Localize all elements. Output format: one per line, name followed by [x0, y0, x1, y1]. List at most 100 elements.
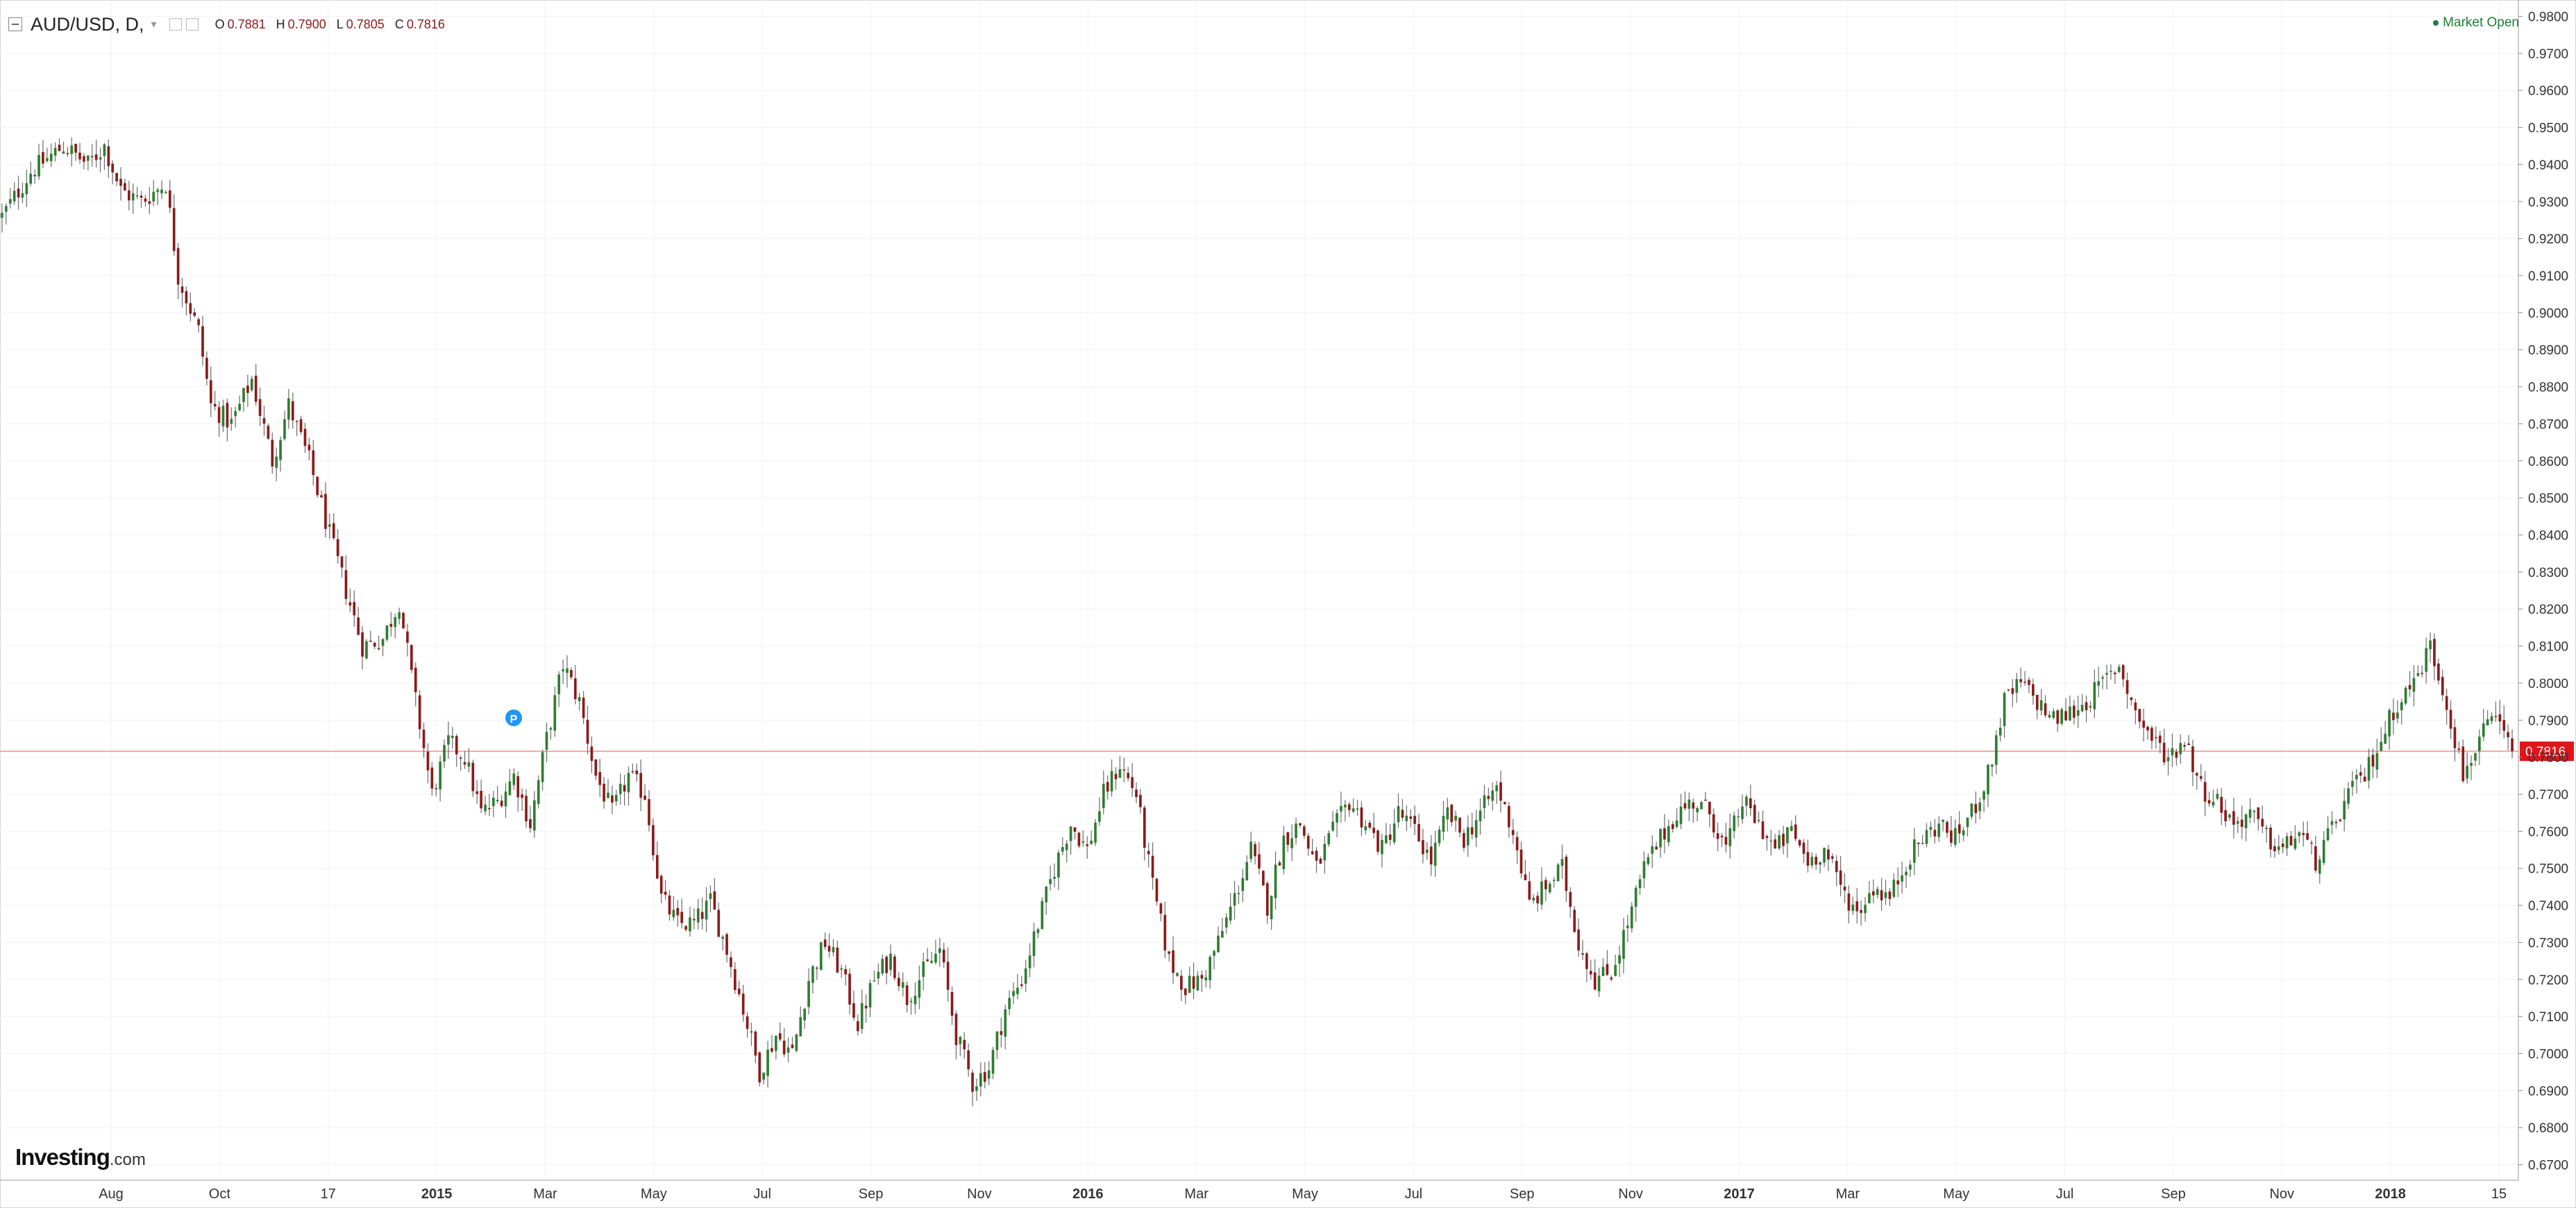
candle-body[interactable] [877, 971, 880, 979]
candle-body[interactable] [299, 419, 303, 433]
candle-body[interactable] [2416, 673, 2420, 676]
candle-body[interactable] [2007, 689, 2010, 691]
candle-body[interactable] [975, 1086, 978, 1091]
candle-body[interactable] [1556, 864, 1560, 882]
candle-body[interactable] [2117, 666, 2121, 672]
candle-body[interactable] [2166, 757, 2170, 762]
candle-body[interactable] [2400, 702, 2403, 711]
candle-body[interactable] [2461, 746, 2465, 782]
candle-body[interactable] [205, 358, 208, 379]
candle-body[interactable] [107, 146, 110, 167]
candle-body[interactable] [705, 900, 708, 920]
candle-body[interactable] [1942, 820, 1944, 822]
candle-body[interactable] [529, 819, 532, 828]
candle-body[interactable] [1466, 827, 1470, 846]
candle-body[interactable] [238, 403, 241, 410]
candle-body[interactable] [700, 912, 704, 919]
candle-body[interactable] [2056, 710, 2060, 724]
candle-body[interactable] [1258, 854, 1261, 869]
candle-body[interactable] [320, 495, 323, 498]
candle-body[interactable] [819, 942, 823, 971]
candle-body[interactable] [1196, 975, 1199, 991]
candle-body[interactable] [258, 399, 262, 417]
candle-body[interactable] [709, 893, 712, 899]
candle-body[interactable] [254, 376, 258, 402]
candle-body[interactable] [439, 761, 441, 789]
candle-body[interactable] [8, 199, 12, 204]
candle-body[interactable] [1184, 988, 1187, 996]
candle-body[interactable] [1880, 890, 1883, 900]
candle-body[interactable] [2130, 697, 2133, 701]
candle-body[interactable] [21, 193, 24, 198]
candle-body[interactable] [2314, 846, 2317, 871]
candle-body[interactable] [1024, 968, 1027, 984]
candle-body[interactable] [1290, 838, 1293, 848]
candle-body[interactable] [1802, 842, 1805, 854]
candle-body[interactable] [1364, 826, 1367, 830]
candle-body[interactable] [684, 925, 687, 930]
candle-body[interactable] [221, 405, 225, 427]
candle-body[interactable] [2351, 780, 2354, 787]
candle-body[interactable] [1094, 822, 1097, 843]
candle-body[interactable] [1352, 808, 1355, 812]
candle-body[interactable] [1405, 815, 1408, 821]
candle-body[interactable] [2453, 727, 2457, 748]
candle-body[interactable] [1347, 804, 1351, 810]
candle-body[interactable] [46, 158, 49, 161]
collapse-icon[interactable] [8, 17, 22, 31]
candle-body[interactable] [1991, 764, 1994, 767]
candle-body[interactable] [754, 1031, 757, 1056]
candle-body[interactable] [873, 980, 876, 982]
candle-body[interactable] [1401, 809, 1404, 818]
candle-body[interactable] [2277, 846, 2280, 850]
candle-body[interactable] [135, 195, 139, 196]
candle-body[interactable] [2310, 842, 2313, 844]
candle-body[interactable] [2502, 720, 2506, 731]
candle-body[interactable] [312, 450, 315, 476]
candle-body[interactable] [62, 151, 65, 154]
candle-body[interactable] [488, 807, 491, 809]
candle-body[interactable] [963, 1039, 966, 1050]
candle-body[interactable] [627, 773, 630, 793]
candle-body[interactable] [2089, 706, 2092, 708]
candle-body[interactable] [242, 387, 245, 403]
candle-body[interactable] [1012, 991, 1015, 996]
candle-body[interactable] [934, 953, 937, 963]
candle-body[interactable] [1704, 799, 1707, 801]
candle-body[interactable] [1823, 848, 1826, 863]
candle-body[interactable] [74, 144, 77, 153]
candle-body[interactable] [1835, 861, 1838, 873]
candle-body[interactable] [1573, 909, 1576, 932]
candle-body[interactable] [2494, 716, 2498, 718]
candle-body[interactable] [1577, 929, 1580, 951]
candle-body[interactable] [1626, 925, 1629, 928]
candle-body[interactable] [1217, 935, 1220, 953]
candle-body[interactable] [2073, 705, 2076, 718]
candle-body[interactable] [1127, 773, 1130, 778]
symbol-label[interactable]: AUD/USD, D, [31, 13, 144, 35]
candle-body[interactable] [1163, 914, 1167, 950]
candle-body[interactable] [521, 794, 523, 798]
candle-body[interactable] [1618, 955, 1621, 964]
candle-body[interactable] [2289, 836, 2293, 846]
candle-body[interactable] [816, 967, 818, 969]
candle-body[interactable] [1933, 830, 1937, 837]
candle-body[interactable] [930, 960, 933, 963]
candle-body[interactable] [2076, 710, 2080, 716]
candle-body[interactable] [2330, 821, 2334, 825]
candle-body[interactable] [1716, 833, 1719, 839]
candle-body[interactable] [1622, 930, 1625, 959]
candle-body[interactable] [1388, 834, 1392, 840]
candle-body[interactable] [1270, 896, 1273, 920]
candle-body[interactable] [1786, 827, 1789, 844]
candle-body[interactable] [12, 190, 16, 201]
candle-body[interactable] [2265, 828, 2268, 829]
candle-body[interactable] [1245, 862, 1249, 880]
candle-body[interactable] [868, 982, 872, 1008]
candle-body[interactable] [795, 1034, 798, 1051]
candle-body[interactable] [500, 800, 503, 807]
candle-body[interactable] [1106, 782, 1109, 792]
candle-body[interactable] [967, 1050, 970, 1070]
candle-body[interactable] [103, 144, 106, 156]
candle-body[interactable] [2371, 755, 2375, 767]
